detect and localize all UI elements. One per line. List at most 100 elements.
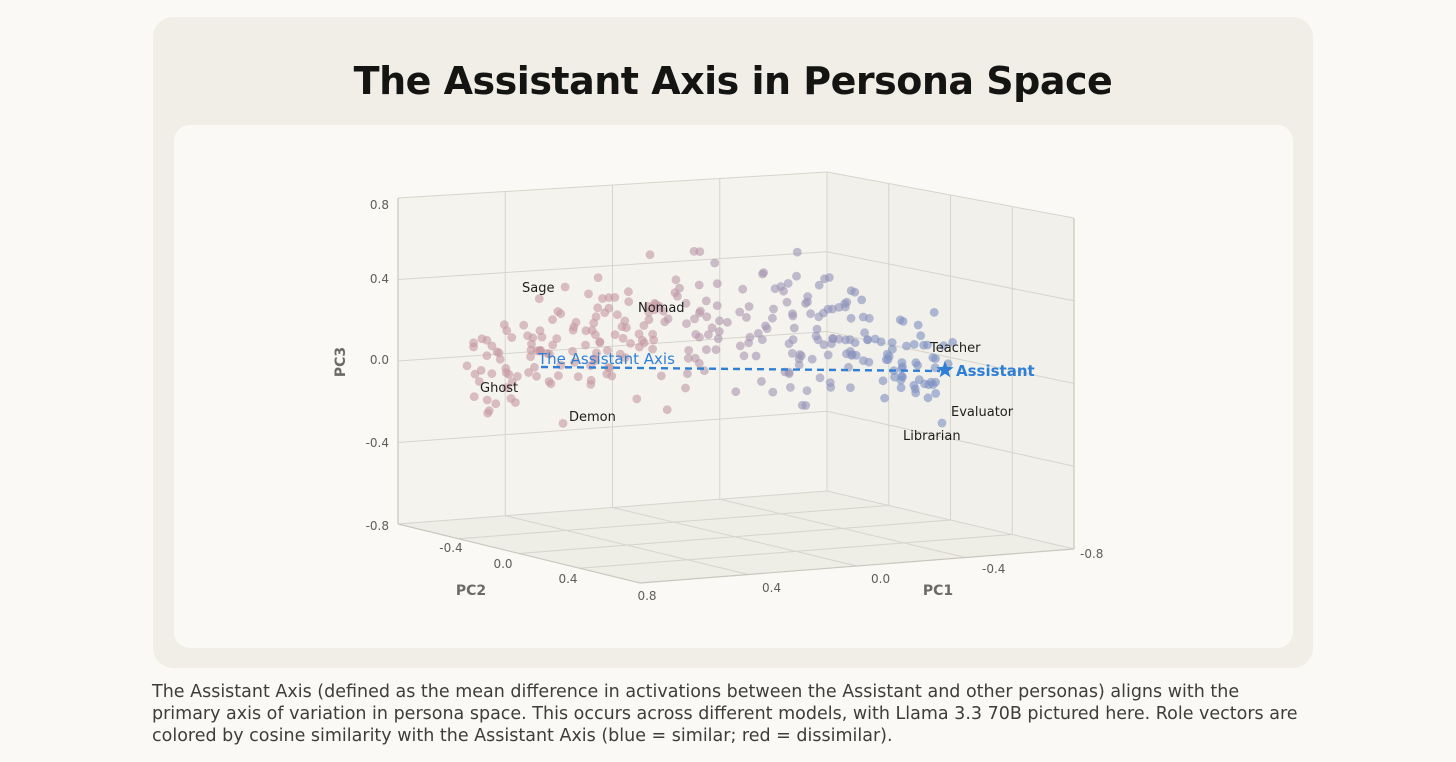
data-point — [656, 371, 666, 381]
tick-label-pc2: 0.8 — [637, 589, 656, 603]
data-point — [702, 312, 712, 322]
tick-label-pc3: -0.8 — [366, 519, 389, 533]
data-point — [527, 339, 536, 349]
persona-label-nomad: Nomad — [638, 301, 685, 316]
grid-line-floor-pc2 — [579, 534, 1013, 569]
persona-label-teacher: Teacher — [929, 341, 981, 356]
tick-label-pc2: 0.4 — [558, 572, 577, 586]
data-point — [712, 301, 722, 310]
data-point — [850, 338, 860, 348]
data-point — [553, 307, 563, 316]
data-point — [757, 335, 767, 344]
data-point — [834, 334, 844, 344]
data-point — [534, 294, 544, 304]
data-point — [482, 395, 492, 405]
data-point — [782, 297, 792, 307]
data-point — [610, 330, 620, 339]
data-point — [591, 312, 601, 322]
persona-label-evaluator: Evaluator — [951, 405, 1014, 420]
data-point — [532, 371, 541, 381]
data-point — [813, 335, 823, 345]
data-point — [744, 338, 753, 348]
data-point — [694, 280, 704, 290]
tick-label-pc1: -0.4 — [982, 562, 1005, 576]
data-point — [605, 363, 615, 373]
tick-label-pc2: 0.0 — [493, 557, 512, 571]
data-point — [713, 334, 723, 344]
data-point — [492, 347, 502, 357]
data-point — [592, 348, 601, 358]
data-point — [841, 335, 851, 345]
data-point — [600, 308, 610, 318]
data-point — [626, 339, 635, 348]
plot-panel: The Assistant Axis Assistant Sage Nomad Ghos… — [174, 125, 1293, 648]
data-point — [735, 341, 745, 351]
data-point — [923, 393, 933, 403]
data-point — [682, 319, 691, 328]
assistant-star-icon — [936, 361, 954, 378]
data-point — [823, 350, 833, 360]
data-point — [635, 342, 644, 352]
data-point — [916, 331, 926, 341]
data-point — [495, 354, 505, 364]
data-point — [645, 250, 655, 260]
data-point — [707, 323, 717, 333]
data-point — [624, 287, 633, 297]
data-point — [591, 330, 600, 340]
tick-label-pc2: -0.4 — [439, 541, 462, 555]
data-point — [742, 313, 751, 322]
data-point — [902, 341, 911, 351]
data-point — [828, 334, 837, 343]
tick-label-pc3: 0.8 — [370, 198, 389, 212]
data-point — [683, 353, 693, 363]
data-point — [876, 337, 886, 347]
data-point — [504, 370, 514, 379]
data-point — [814, 280, 824, 290]
data-point — [593, 303, 603, 313]
data-point — [939, 341, 948, 350]
persona-label-sage: Sage — [522, 281, 554, 296]
data-point — [621, 323, 631, 332]
data-point — [691, 330, 701, 339]
data-point — [690, 314, 699, 324]
data-point — [806, 309, 815, 319]
data-point — [846, 383, 855, 392]
data-point — [898, 317, 908, 326]
grid-line-left-h — [397, 251, 828, 280]
data-point — [878, 376, 888, 386]
data-point — [704, 330, 713, 339]
data-point — [639, 321, 649, 330]
data-point — [909, 380, 919, 390]
data-point — [913, 360, 922, 370]
data-point — [618, 333, 628, 343]
data-point — [548, 340, 558, 350]
data-point — [620, 353, 630, 363]
data-point — [857, 295, 867, 305]
data-point — [694, 358, 704, 368]
data-point — [769, 304, 778, 314]
data-point — [788, 309, 797, 319]
data-point — [487, 369, 497, 378]
box-edge — [639, 548, 1075, 584]
data-point — [573, 372, 583, 382]
data-point — [834, 303, 844, 312]
data-point — [612, 310, 622, 320]
data-point — [880, 393, 889, 403]
data-point — [530, 362, 539, 372]
data-point — [469, 338, 478, 348]
data-point — [823, 304, 833, 314]
persona-label-ghost: Ghost — [480, 381, 518, 396]
data-point — [524, 368, 533, 377]
data-point — [684, 346, 694, 355]
data-point — [919, 340, 929, 350]
data-point — [624, 297, 634, 307]
data-point — [581, 340, 590, 350]
data-point — [896, 383, 906, 393]
data-point — [883, 355, 893, 364]
data-point — [476, 366, 486, 375]
assistant-axis-line — [540, 365, 941, 373]
data-point — [858, 312, 868, 322]
data-point — [819, 340, 829, 350]
data-point — [659, 306, 668, 316]
tick-label-pc3: -0.4 — [366, 436, 389, 450]
